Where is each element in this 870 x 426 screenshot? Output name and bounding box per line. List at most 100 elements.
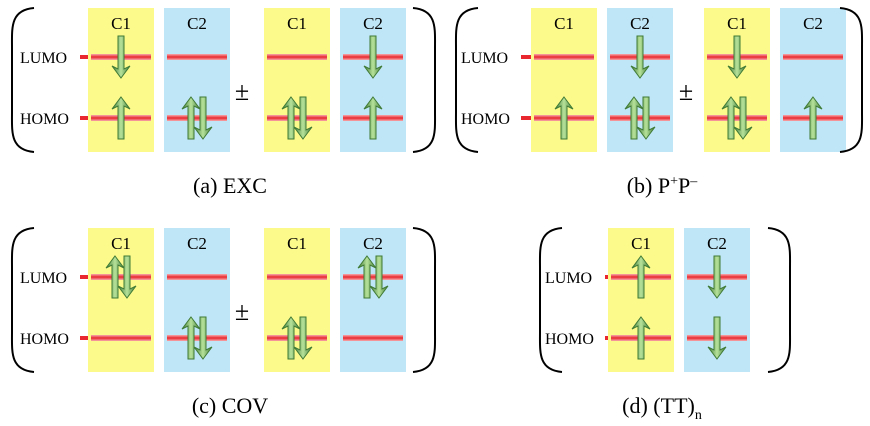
column-label: C1 bbox=[727, 14, 747, 33]
column-background bbox=[340, 228, 406, 372]
spin-up-arrow-icon bbox=[363, 96, 383, 140]
spin-up-arrow-icon bbox=[181, 96, 201, 140]
column-label: C2 bbox=[187, 14, 207, 33]
panel-tt: C1 C2 LUMO HOMO (d) (TT)n bbox=[545, 228, 750, 423]
spin-down-arrow-icon bbox=[630, 35, 650, 79]
column-label: C1 bbox=[631, 234, 651, 253]
column-c1: C1 bbox=[531, 8, 597, 152]
lumo-label: LUMO bbox=[20, 270, 67, 287]
spin-up-arrow-icon bbox=[721, 96, 741, 140]
spin-down-arrow-icon bbox=[636, 96, 656, 140]
spin-up-arrow-icon bbox=[624, 96, 644, 140]
left-bracket bbox=[10, 7, 35, 153]
spin-up-arrow-icon bbox=[631, 255, 651, 299]
left-bracket bbox=[10, 227, 35, 373]
caption-tail: P bbox=[678, 173, 690, 198]
caption-main: (d) (TT) bbox=[622, 393, 695, 418]
column-label: C2 bbox=[707, 234, 727, 253]
right-bracket bbox=[412, 7, 437, 153]
spin-down-arrow-icon bbox=[369, 255, 389, 299]
orbital-level-line bbox=[267, 115, 327, 121]
orbital-level-line bbox=[534, 54, 594, 60]
orbital-level-line bbox=[167, 54, 227, 60]
column-c2: C2 bbox=[164, 8, 230, 152]
spin-down-arrow-icon bbox=[193, 96, 213, 140]
panel-caption: (c) COV bbox=[192, 393, 268, 418]
orbital-level-line bbox=[91, 274, 151, 280]
column-label: C2 bbox=[630, 14, 650, 33]
column-label: C2 bbox=[187, 234, 207, 253]
orbital-level-line bbox=[167, 274, 227, 280]
spin-down-arrow-icon bbox=[111, 35, 131, 79]
orbital-level-line bbox=[167, 335, 227, 341]
column-label: C2 bbox=[363, 14, 383, 33]
panel-pp: C1 C2 C1 C2 LUMO HOMO ± (b) P+P– bbox=[461, 8, 846, 198]
spin-up-arrow-icon bbox=[281, 316, 301, 360]
column-c1: C1 bbox=[264, 8, 330, 152]
panel-cov: C1 C2 C1 C2 LUMO HOMO ± (c) COV bbox=[20, 228, 406, 418]
caption-sup: + bbox=[670, 174, 678, 189]
orbital-level-line bbox=[267, 54, 327, 60]
column-c2: C2 bbox=[684, 228, 750, 372]
spin-down-arrow-icon bbox=[707, 255, 727, 299]
homo-label: HOMO bbox=[20, 111, 69, 128]
spin-up-arrow-icon bbox=[554, 96, 574, 140]
plus-minus-sign: ± bbox=[235, 77, 249, 106]
left-bracket bbox=[454, 7, 479, 153]
caption-main: (a) EXC bbox=[193, 173, 267, 198]
column-c2: C2 bbox=[780, 8, 846, 152]
orbital-level-line bbox=[783, 54, 843, 60]
spin-up-arrow-icon bbox=[111, 96, 131, 140]
column-c1: C1 bbox=[88, 228, 154, 372]
panel-caption: (d) (TT)n bbox=[622, 393, 702, 421]
right-bracket bbox=[839, 7, 864, 153]
column-label: C1 bbox=[111, 14, 131, 33]
caption-main: (c) COV bbox=[192, 393, 268, 418]
orbital-level-line bbox=[267, 335, 327, 341]
column-label: C1 bbox=[287, 14, 307, 33]
spin-down-arrow-icon bbox=[293, 96, 313, 140]
spin-down-arrow-icon bbox=[727, 35, 747, 79]
spin-down-arrow-icon bbox=[733, 96, 753, 140]
spin-up-arrow-icon bbox=[105, 255, 125, 299]
homo-label: HOMO bbox=[461, 111, 510, 128]
orbital-level-line bbox=[707, 115, 767, 121]
column-c2: C2 bbox=[340, 228, 406, 372]
homo-label: HOMO bbox=[545, 331, 594, 348]
panel-exc: C1 C2 C1 C2 LUMO HOMO ± (a) EXC bbox=[20, 8, 406, 198]
spin-up-arrow-icon bbox=[281, 96, 301, 140]
spin-down-arrow-icon bbox=[707, 316, 727, 360]
column-c2: C2 bbox=[340, 8, 406, 152]
caption-sub: n bbox=[695, 408, 702, 421]
column-c1: C1 bbox=[704, 8, 770, 152]
caption-main: (b) P bbox=[627, 173, 670, 198]
spin-down-arrow-icon bbox=[117, 255, 137, 299]
spin-up-arrow-icon bbox=[181, 316, 201, 360]
column-c1: C1 bbox=[88, 8, 154, 152]
column-c2: C2 bbox=[164, 228, 230, 372]
spin-down-arrow-icon bbox=[293, 316, 313, 360]
orbital-level-line bbox=[610, 115, 670, 121]
column-c1: C1 bbox=[264, 228, 330, 372]
spin-up-arrow-icon bbox=[631, 316, 651, 360]
spin-up-arrow-icon bbox=[803, 96, 823, 140]
column-label: C1 bbox=[287, 234, 307, 253]
orbital-level-line bbox=[167, 115, 227, 121]
column-label: C1 bbox=[554, 14, 574, 33]
column-c1: C1 bbox=[608, 228, 674, 372]
lumo-label: LUMO bbox=[545, 270, 592, 287]
orbital-level-line bbox=[343, 274, 403, 280]
right-bracket bbox=[412, 227, 437, 373]
column-label: C1 bbox=[111, 234, 131, 253]
lumo-label: LUMO bbox=[20, 50, 67, 67]
spin-down-arrow-icon bbox=[193, 316, 213, 360]
orbital-level-line bbox=[91, 335, 151, 341]
caption-sup2: – bbox=[689, 174, 698, 189]
column-background bbox=[88, 228, 154, 372]
orbital-level-line bbox=[267, 274, 327, 280]
panel-caption: (b) P+P– bbox=[627, 173, 699, 198]
homo-label: HOMO bbox=[20, 331, 69, 348]
orbital-level-line bbox=[343, 335, 403, 341]
